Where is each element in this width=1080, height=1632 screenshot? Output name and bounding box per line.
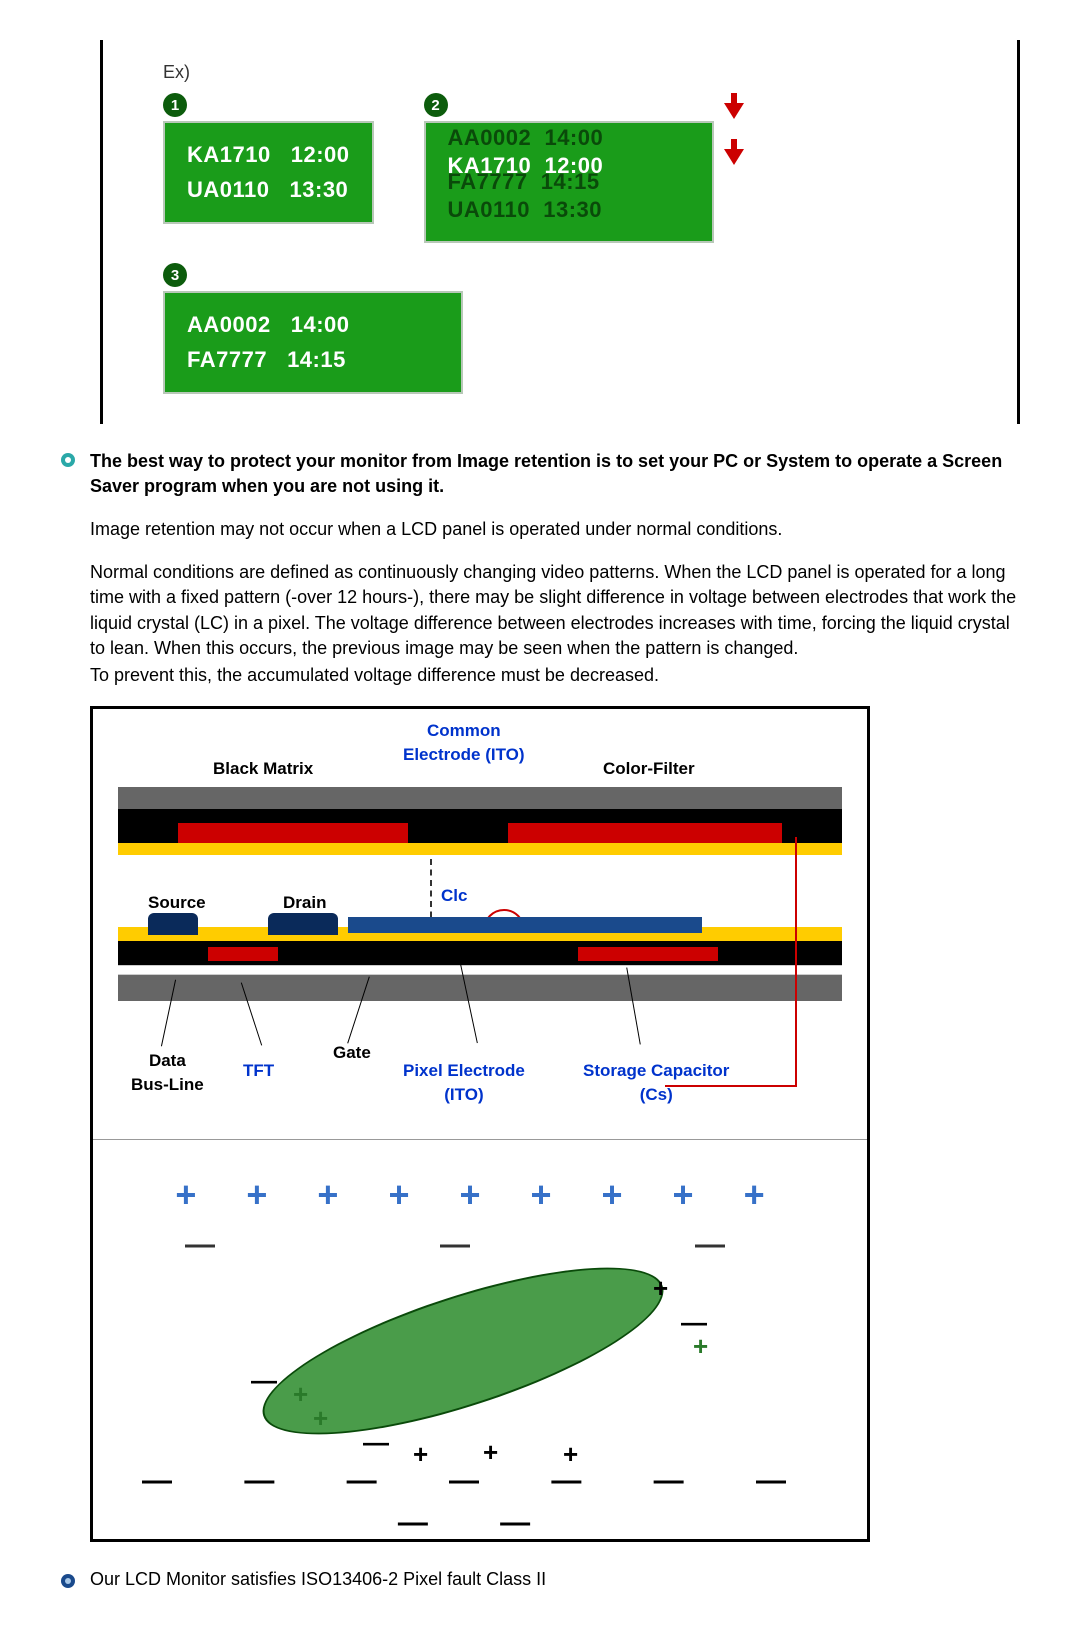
label-pixel-electrode: Pixel Electrode (ITO) — [403, 1059, 525, 1107]
time: 13:30 — [290, 172, 349, 207]
code: AA0002 — [187, 307, 271, 342]
label-storage-cap: Storage Capacitor (Cs) — [583, 1059, 729, 1107]
paragraph-2: Normal conditions are defined as continu… — [90, 560, 1020, 661]
bottom-cross-section — [118, 927, 842, 1017]
minus-sign: — — [251, 1362, 277, 1398]
panel-3-box: AA0002 14:00 FA7777 14:15 — [163, 291, 463, 393]
bm-left — [118, 817, 178, 845]
cs-red — [578, 947, 718, 961]
b-gray — [118, 975, 842, 1001]
paragraph-3: To prevent this, the accumulated voltage… — [90, 663, 1020, 688]
plus-sign: + — [693, 1328, 708, 1364]
plus-sign: + — [313, 1400, 328, 1436]
time: 14:15 — [287, 342, 346, 377]
plus-sign: + — [563, 1436, 578, 1472]
minus-sign: — — [363, 1424, 389, 1460]
label-clc: Clc — [441, 884, 467, 908]
b-white — [118, 965, 842, 975]
label-gate: Gate — [333, 1041, 371, 1065]
pixel-elec — [348, 917, 702, 933]
panel-2: 2 AA0002 14:00 KA1710 12:00 FA7777 14:15… — [424, 93, 714, 243]
code: FA7777 — [187, 342, 267, 377]
code: KA1710 — [187, 137, 271, 172]
arrow-down-icon — [724, 103, 744, 119]
plus-sign: + — [653, 1270, 668, 1306]
time: 14:00 — [291, 307, 350, 342]
plus-row-top: + + + + + + + + + — [133, 1170, 827, 1220]
bm-mid — [408, 817, 508, 845]
gate-red — [208, 947, 278, 961]
panel-3-row-1: FA7777 14:15 — [187, 342, 439, 377]
bullet-heading: The best way to protect your monitor fro… — [60, 449, 1020, 499]
top-cross-section — [118, 787, 842, 857]
red-line-v — [795, 837, 797, 1087]
panel-3-row-0: AA0002 14:00 — [187, 307, 439, 342]
src-bump — [148, 913, 198, 935]
panels-row-top: 1 KA1710 12:00 UA0110 13:30 2 — [163, 93, 987, 243]
panel-1-row-1: UA0110 13:30 — [187, 172, 350, 207]
lc-ellipse — [246, 1234, 679, 1468]
page-content: Ex) 1 KA1710 12:00 UA0110 13:30 — [60, 40, 1020, 1592]
panel-3: 3 AA0002 14:00 FA7777 14:15 — [163, 263, 463, 393]
footer-text: Our LCD Monitor satisfies ISO13406-2 Pix… — [90, 1567, 546, 1592]
arrow-down-icon — [724, 149, 744, 165]
minus-row-top: — — — — [133, 1224, 827, 1266]
bullet-text: The best way to protect your monitor fro… — [90, 449, 1020, 499]
label-black-matrix: Black Matrix — [213, 757, 313, 781]
layer-gray — [118, 787, 842, 809]
plus-sign: + — [413, 1436, 428, 1472]
diagram-top: Common Electrode (ITO) Black Matrix Colo… — [93, 709, 867, 1139]
panel-2-stack: AA0002 14:00 KA1710 12:00 FA7777 14:15 U… — [448, 137, 690, 227]
badge-2: 2 — [424, 93, 448, 117]
panel-1-row-0: KA1710 12:00 — [187, 137, 350, 172]
p2-line-3: UA0110 13:30 — [448, 195, 603, 226]
drain-bump — [268, 913, 338, 935]
ellipse-wrap: + — + + + — — + + + — [133, 1276, 827, 1456]
label-data-bus: Data Bus-Line — [131, 1049, 204, 1097]
layer-yellow — [118, 843, 842, 855]
diagram-bottom: + + + + + + + + + — — — + — + + + — — + … — [93, 1139, 867, 1539]
paragraph-1: Image retention may not occur when a LCD… — [90, 517, 1020, 542]
badge-1: 1 — [163, 93, 187, 117]
bullet-icon — [60, 452, 76, 468]
example-label: Ex) — [163, 60, 987, 85]
code: UA0110 — [187, 172, 270, 207]
lcd-diagram: Common Electrode (ITO) Black Matrix Colo… — [90, 706, 870, 1542]
plus-sign: + — [483, 1434, 498, 1470]
badge-3: 3 — [163, 263, 187, 287]
bullet-icon — [60, 1573, 76, 1589]
p2-line-0: AA0002 14:00 — [448, 123, 604, 154]
panels-row-bottom: 3 AA0002 14:00 FA7777 14:15 — [163, 263, 987, 393]
panel-1: 1 KA1710 12:00 UA0110 13:30 — [163, 93, 374, 243]
panel-2-box: AA0002 14:00 KA1710 12:00 FA7777 14:15 U… — [424, 121, 714, 243]
p2-line-2: FA7777 14:15 — [448, 167, 600, 198]
footer-bullet: Our LCD Monitor satisfies ISO13406-2 Pix… — [60, 1567, 1020, 1592]
bm-right — [782, 817, 842, 845]
time: 12:00 — [291, 137, 350, 172]
label-source: Source — [148, 891, 206, 915]
panel-2-arrows — [724, 103, 744, 165]
label-color-filter: Color-Filter — [603, 757, 695, 781]
label-tft: TFT — [243, 1059, 274, 1083]
minus-row-bottom: — — — — — — — — — — [133, 1460, 827, 1544]
example-figure: Ex) 1 KA1710 12:00 UA0110 13:30 — [100, 40, 1020, 424]
label-common-electrode: Common Electrode (ITO) — [403, 719, 525, 767]
plus-sign: + — [293, 1376, 308, 1412]
label-drain: Drain — [283, 891, 326, 915]
panel-1-box: KA1710 12:00 UA0110 13:30 — [163, 121, 374, 223]
